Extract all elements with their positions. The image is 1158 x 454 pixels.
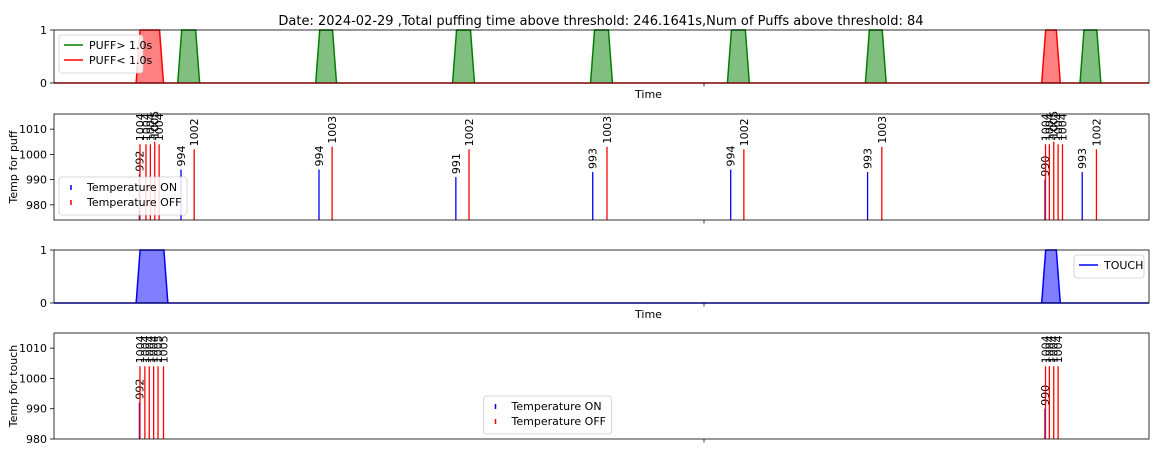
temperature-label: 994: [175, 146, 188, 167]
temperature-label: 1003: [326, 116, 339, 144]
x-axis-label: Time: [634, 88, 662, 101]
pulse-area: [177, 30, 200, 83]
legend: Temperature ON Temperature OFF: [58, 176, 188, 216]
temperature-label: 1004: [1056, 113, 1069, 141]
y-tick-label: 1: [40, 244, 47, 257]
temperature-label: 994: [313, 146, 326, 167]
legend-label: Temperature ON: [511, 400, 602, 413]
temperature-label: 1004: [143, 335, 156, 363]
temperature-label: 1004: [1043, 335, 1056, 363]
temperature-label: 1005: [158, 335, 171, 363]
pulse-area: [1041, 30, 1061, 83]
pulse-area: [136, 250, 168, 303]
panel-puff-temperature: 992 994 994 991 993 994 993 990 9931004100410041…: [7, 111, 1150, 224]
y-tick-label: 1000: [19, 148, 47, 161]
y-tick-label: 1: [40, 24, 47, 37]
y-tick-label: 990: [26, 403, 47, 416]
temperature-label: 1004: [1052, 335, 1065, 363]
y-tick-label: 980: [26, 433, 47, 446]
temperature-label: 1004: [1040, 113, 1053, 141]
temperature-label: 1004: [1043, 113, 1056, 141]
y-axis-label: Temp for puff: [7, 130, 20, 204]
y-tick-label: 1010: [19, 342, 47, 355]
axes-frame: [53, 332, 1150, 440]
temperature-label: 1003: [601, 116, 614, 144]
legend-box: [58, 176, 188, 216]
temperature-label: 1004: [139, 335, 152, 363]
temperature-label: 1004: [134, 113, 147, 141]
legend: PUFF> 1.0s PUFF< 1.0s: [58, 34, 153, 74]
axes-frame: [53, 113, 1150, 221]
pulse-area: [1080, 30, 1101, 83]
legend-label: PUFF< 1.0s: [89, 54, 153, 67]
temperature-label: 1004: [1048, 335, 1061, 363]
temperature-label: 1005: [149, 111, 162, 139]
axes-frame: [53, 29, 1150, 84]
y-tick-label: 1010: [19, 123, 47, 136]
pulse-area: [1041, 250, 1061, 303]
y-tick-label: 0: [40, 77, 47, 90]
pulse-area: [727, 30, 750, 83]
y-tick-label: 0: [40, 297, 47, 310]
temperature-label: 1004: [134, 335, 147, 363]
panel-puff: 0 1 Time PUFF> 1.0s PUFF< 1.0s: [40, 24, 1150, 101]
legend-box: [1073, 254, 1145, 279]
temperature-label: 1004: [153, 113, 166, 141]
legend: TOUCH: [1073, 254, 1145, 279]
x-axis-label: Time: [634, 308, 662, 321]
temperature-label: 993: [587, 148, 600, 169]
legend-label: PUFF> 1.0s: [89, 39, 153, 52]
legend-label: Temperature OFF: [86, 196, 182, 209]
axes-frame: [53, 249, 1150, 304]
figure-title: Date: 2024-02-29 ,Total puffing time abo…: [278, 14, 923, 29]
legend-label: Temperature ON: [86, 181, 177, 194]
legend-box: [483, 395, 612, 435]
temperature-label: 993: [1076, 148, 1089, 169]
y-tick-label: 980: [26, 199, 47, 212]
temperature-label: 1004: [144, 113, 157, 141]
panel-touch: 0 1 Time TOUCH: [40, 244, 1150, 321]
temperature-label: 994: [725, 146, 738, 167]
pulse-area: [315, 30, 337, 83]
temperature-label: 993: [862, 148, 875, 169]
temperature-label: 1002: [1090, 118, 1103, 146]
temperature-label: 1003: [876, 116, 889, 144]
pulse-area: [865, 30, 887, 83]
temperature-label: 1002: [463, 118, 476, 146]
pulse-area: [590, 30, 613, 83]
temperature-label: 1002: [188, 118, 201, 146]
legend-label: TOUCH: [1103, 259, 1143, 272]
temperature-label: 991: [450, 153, 463, 174]
y-tick-label: 990: [26, 174, 47, 187]
temperature-label: 1005: [1048, 111, 1061, 139]
pulse-area: [452, 30, 475, 83]
temperature-label: 1005: [152, 335, 165, 363]
temperature-label: 1004: [1040, 335, 1053, 363]
temperature-label: 1004: [148, 335, 161, 363]
y-tick-label: 1000: [19, 372, 47, 385]
temperature-label: 1004: [1052, 113, 1065, 141]
legend: Temperature ON Temperature OFF: [483, 395, 612, 435]
temperature-label: 1002: [738, 118, 751, 146]
temperature-label: 1004: [140, 113, 153, 141]
y-axis-label: Temp for touch: [7, 345, 20, 428]
legend-label: Temperature OFF: [511, 415, 607, 428]
